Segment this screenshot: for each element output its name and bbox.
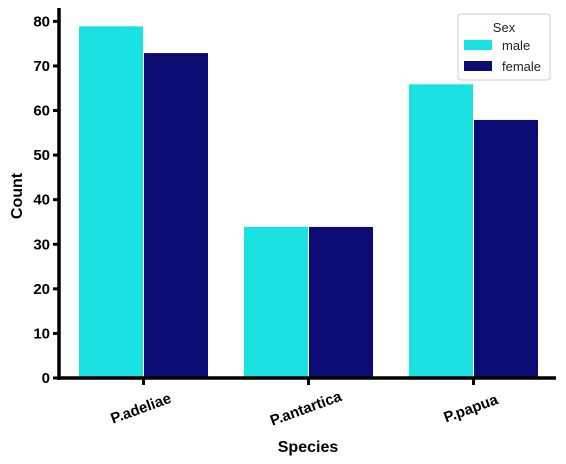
y-tick-label-30: 30 (33, 236, 50, 253)
bars-group (78, 25, 539, 379)
x-tick-label-p-antartica: P.antartica (268, 388, 345, 430)
x-tick-label-p-papua: P.papua (442, 391, 501, 426)
x-tick-label-p-adeliae: P.adeliae (108, 390, 173, 428)
bar-male-p-antartica (243, 225, 309, 379)
bar-male-p-adeliae (78, 25, 144, 379)
legend-label-female: female (502, 59, 541, 74)
y-tick-label-10: 10 (33, 325, 50, 342)
y-tick-label-40: 40 (33, 192, 50, 209)
y-tick-label-80: 80 (33, 13, 50, 30)
y-tick-label-20: 20 (33, 281, 50, 298)
legend-swatch-male (464, 40, 492, 50)
legend: Sex male female (457, 13, 551, 81)
bar-female-p-antartica (308, 225, 374, 379)
y-axis-label: Count (9, 172, 26, 219)
y-axis: 0 10 20 30 40 50 60 70 80 (33, 13, 59, 387)
bar-female-p-adeliae (143, 52, 209, 379)
legend-title: Sex (493, 20, 516, 35)
bar-male-p-papua (408, 83, 474, 379)
y-tick-label-50: 50 (33, 147, 50, 164)
x-axis: P.adeliae P.antartica P.papua (108, 378, 501, 430)
legend-label-male: male (502, 38, 530, 53)
legend-swatch-female (464, 61, 492, 71)
y-tick-label-60: 60 (33, 103, 50, 120)
y-tick-label-0: 0 (42, 370, 50, 387)
x-axis-label: Species (278, 439, 339, 456)
bar-female-p-papua (473, 118, 539, 379)
y-tick-label-70: 70 (33, 58, 50, 75)
